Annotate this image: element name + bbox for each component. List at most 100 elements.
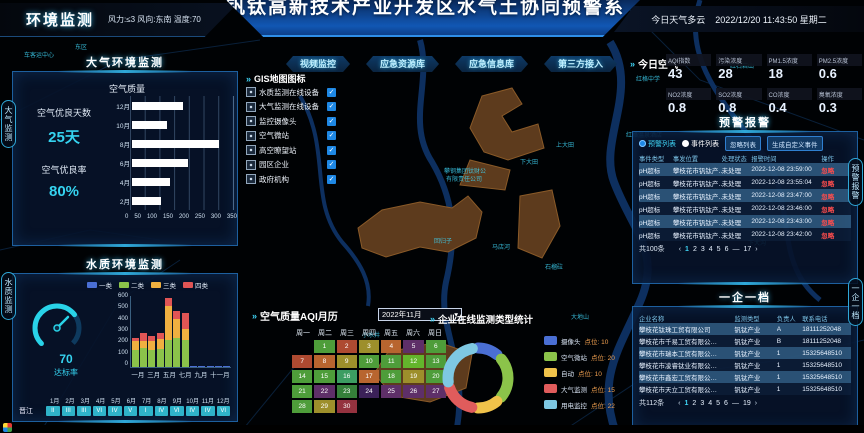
calendar-day-cell[interactable]: 24	[358, 385, 380, 398]
alarm-action-button[interactable]: 生成自定义事件	[767, 136, 823, 151]
table-row[interactable]: 攀枝花市凌睿钛业有限公… 钒钛产业 1 15325648510	[639, 359, 851, 371]
page-number[interactable]: 1	[685, 245, 689, 253]
side-tab-alarm[interactable]: 预警报警	[848, 158, 863, 206]
calendar-day-cell[interactable]: 10	[358, 355, 380, 368]
system-icon[interactable]	[3, 423, 12, 432]
layer-checkbox[interactable]: ✓	[327, 102, 336, 112]
ignore-action[interactable]: 忽略	[821, 206, 835, 214]
table-row[interactable]: pH超标 攀枝花市钒钛产… 未处理 2022-12-08 23:43:00 忽略	[639, 215, 851, 228]
calendar-day-cell[interactable]: 4	[381, 340, 402, 353]
page-number[interactable]: 4	[708, 399, 713, 407]
page-number[interactable]: 2	[692, 399, 697, 407]
layer-checkbox[interactable]: ✓	[327, 160, 336, 170]
layer-row[interactable]: 政府机构 ✓	[246, 172, 336, 187]
page-number[interactable]: —	[732, 245, 740, 253]
y-tick: 100	[117, 349, 128, 356]
radio-option[interactable]: 事件列表	[682, 139, 719, 149]
toolbar-button[interactable]: 视频监控	[286, 56, 350, 72]
calendar-day-cell[interactable]: 22	[314, 385, 335, 398]
calendar-day-cell[interactable]: 17	[358, 370, 380, 383]
ignore-action[interactable]: 忽略	[821, 180, 835, 188]
prev-page-button[interactable]: ‹	[678, 245, 682, 253]
calendar-day-cell[interactable]: 14	[292, 370, 313, 383]
layer-checkbox[interactable]: ✓	[327, 116, 336, 126]
page-number[interactable]: —	[731, 399, 739, 407]
page-number[interactable]: 3	[700, 399, 705, 407]
calendar-day-cell[interactable]: 20	[425, 370, 446, 383]
next-page-button[interactable]: ›	[754, 399, 758, 407]
layer-checkbox[interactable]: ✓	[327, 87, 336, 97]
table-row[interactable]: 攀枝花市瑞本工贸有限公… 钒钛产业 1 15325648510	[639, 347, 851, 359]
side-tab-water[interactable]: 水质监测	[1, 272, 16, 320]
calendar-day-cell[interactable]: 8	[314, 355, 335, 368]
table-row[interactable]: 攀枝花市鑫宏工贸有限公… 钒钛产业 1 15325648510	[639, 371, 851, 383]
next-page-button[interactable]: ›	[755, 245, 758, 253]
page-number[interactable]: 5	[716, 399, 721, 407]
alarm-action-button[interactable]: 忽略列表	[725, 136, 761, 151]
ignore-action[interactable]: 忽略	[821, 232, 835, 240]
ignore-action[interactable]: 忽略	[821, 167, 835, 175]
page-number[interactable]: 17	[743, 245, 752, 253]
calendar-day-cell[interactable]: 19	[403, 370, 424, 383]
table-row[interactable]: 攀枝花钛珠工贸有限公司 钒钛产业 A 18111252048	[639, 323, 851, 335]
page-number[interactable]: 5	[716, 245, 721, 253]
calendar-day-cell[interactable]: 11	[381, 355, 402, 368]
table-row[interactable]: pH超标 攀枝花市钒钛产… 未处理 2022-12-08 23:55:04 忽略	[639, 176, 851, 189]
calendar-day-cell[interactable]: 3	[358, 340, 380, 353]
layer-checkbox[interactable]: ✓	[327, 145, 336, 155]
calendar-day-cell[interactable]: 30	[336, 400, 357, 413]
strip-month: 3月	[80, 399, 90, 405]
layer-row[interactable]: 空气微站 ✓	[246, 129, 336, 144]
layer-row[interactable]: 监控摄像头 ✓	[246, 114, 336, 129]
toolbar-button[interactable]: 应急信息库	[455, 56, 528, 72]
ignore-action[interactable]: 忽略	[821, 219, 835, 227]
page-number[interactable]: 19	[742, 399, 751, 407]
calendar-day-cell[interactable]: 23	[336, 385, 357, 398]
layer-row[interactable]: 园区企业 ✓	[246, 158, 336, 173]
calendar-day-cell[interactable]: 29	[314, 400, 335, 413]
calendar-day-cell[interactable]: 9	[336, 355, 357, 368]
calendar-day-cell[interactable]: 13	[425, 355, 446, 368]
table-row[interactable]: pH超标 攀枝花市钒钛产… 未处理 2022-12-08 23:46:00 忽略	[639, 202, 851, 215]
calendar-day-cell[interactable]: 1	[314, 340, 335, 353]
layer-row[interactable]: 水质监测在线设备 ✓	[246, 85, 336, 100]
bar-segment	[156, 339, 164, 349]
layer-row[interactable]: 高空瞭望站 ✓	[246, 143, 336, 158]
calendar-day-cell[interactable]: 18	[381, 370, 402, 383]
table-row[interactable]: pH超标 攀枝花市钒钛产… 未处理 2022-12-08 23:59:00 忽略	[639, 163, 851, 176]
layer-checkbox[interactable]: ✓	[327, 131, 336, 141]
calendar-day-cell[interactable]: 6	[425, 340, 446, 353]
page-number[interactable]: 6	[724, 399, 728, 407]
calendar-day-cell[interactable]: 12	[403, 355, 424, 368]
radio-option[interactable]: 预警列表	[639, 139, 676, 149]
calendar-day-cell[interactable]: 7	[292, 355, 313, 368]
side-tab-enterprise[interactable]: 一企一档	[848, 278, 863, 326]
page-number[interactable]: 3	[700, 245, 705, 253]
layer-row[interactable]: 大气监测在线设备 ✓	[246, 100, 336, 115]
page-number[interactable]: 1	[684, 399, 689, 407]
calendar-day-cell[interactable]: 26	[403, 385, 424, 398]
page-number[interactable]: 4	[708, 245, 713, 253]
toolbar-button[interactable]: 第三方接入	[544, 56, 617, 72]
calendar-day-cell[interactable]: 25	[381, 385, 402, 398]
calendar-day-cell[interactable]: 27	[425, 385, 446, 398]
table-row[interactable]: pH超标 攀枝花市钒钛产… 未处理 2022-12-08 23:47:00 忽略	[639, 189, 851, 202]
side-tab-air[interactable]: 大气监测	[1, 100, 16, 148]
layer-checkbox[interactable]: ✓	[327, 174, 336, 184]
table-row[interactable]: 攀枝花市天立工贸有限公… 钒钛产业 1 15325648510	[639, 383, 851, 395]
page-number[interactable]: 2	[692, 245, 697, 253]
table-row[interactable]: pH超标 攀枝花市钒钛产… 未处理 2022-12-08 23:42:00 忽略	[639, 228, 851, 241]
calendar-day-cell[interactable]: 2	[336, 340, 357, 353]
table-row[interactable]: 攀枝花市千易工贸有限公… 钒钛产业 B 18111252048	[639, 335, 851, 347]
calendar-day-cell[interactable]: 5	[403, 340, 424, 353]
toolbar-button[interactable]: 应急资源库	[366, 56, 439, 72]
calendar-day-cell[interactable]: 28	[292, 400, 313, 413]
ignore-action[interactable]: 忽略	[821, 193, 835, 201]
legend-item: 空气微站 点位: 20	[544, 350, 615, 363]
calendar-day-cell[interactable]: 21	[292, 385, 313, 398]
month-select-dropdown[interactable]: 2022年11月 ▾	[378, 308, 462, 321]
calendar-day-cell[interactable]: 15	[314, 370, 335, 383]
page-number[interactable]: 6	[724, 245, 729, 253]
prev-page-button[interactable]: ‹	[678, 399, 681, 407]
calendar-day-cell[interactable]: 16	[336, 370, 357, 383]
